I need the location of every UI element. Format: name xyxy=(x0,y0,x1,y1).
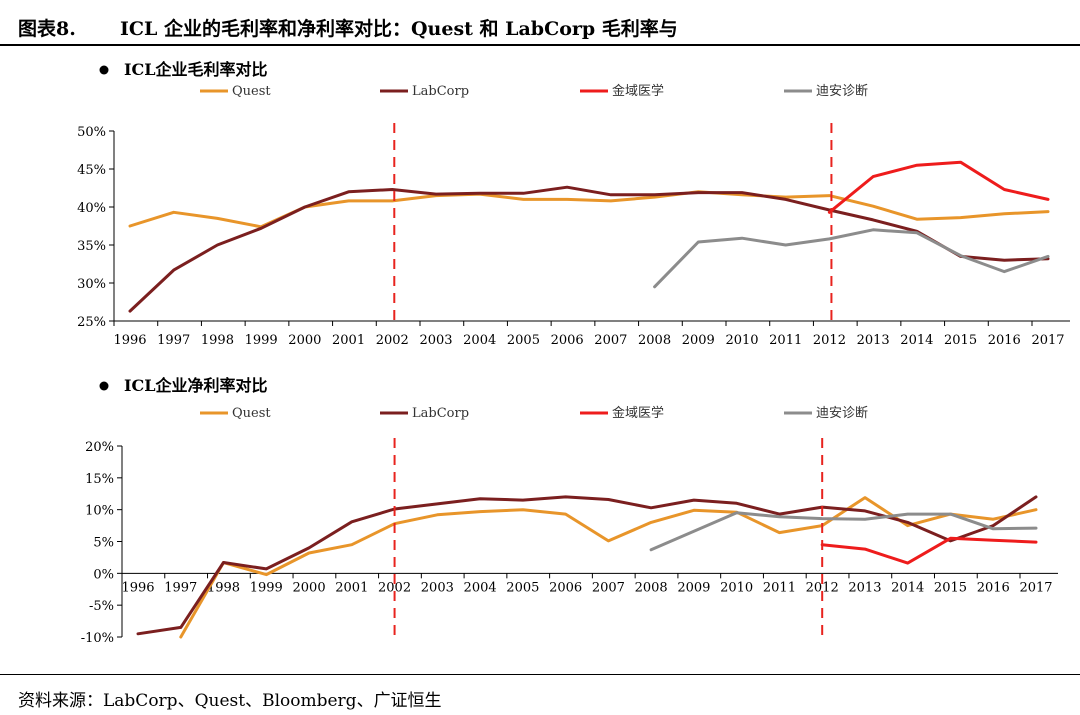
gross-margin-svg: ICL企业毛利率对比 Quest LabCorp 金域医学 迪安诊断 25% 30% 35% 4… xyxy=(77,60,1070,348)
x-tick-label: 1998 xyxy=(201,333,234,348)
legend-label-labcorp: LabCorp xyxy=(412,406,469,421)
y-tick-label: 50% xyxy=(77,125,106,140)
x-tick-label: 2000 xyxy=(288,333,321,348)
x-tick-label: 2006 xyxy=(551,333,584,348)
x-tick-label: 2009 xyxy=(677,580,710,595)
x-tick-label: 2001 xyxy=(335,580,368,595)
x-tick-label: 2015 xyxy=(944,333,977,348)
x-tick-label: 2009 xyxy=(682,333,715,348)
x-tick-label: 1996 xyxy=(113,333,146,348)
legend-label-labcorp: LabCorp xyxy=(412,84,469,99)
y-tick-label: 15% xyxy=(85,472,114,487)
source-prefix: 资料来源： xyxy=(18,691,103,711)
series-line-labcorp xyxy=(136,495,1038,636)
x-tick-label: 2005 xyxy=(507,333,540,348)
x-tick-label: 2011 xyxy=(763,580,796,595)
y-tick-label: 30% xyxy=(77,277,106,292)
y-tick-label: 10% xyxy=(85,504,114,519)
source-separator: 、 xyxy=(245,691,263,711)
legend-label-quest: Quest xyxy=(232,406,271,421)
x-tick-label: 2003 xyxy=(421,580,454,595)
legend-label-quest: Quest xyxy=(232,84,271,99)
series-line-labcorp xyxy=(128,185,1050,313)
y-tick-label: 25% xyxy=(77,315,106,330)
series-line-kingmed xyxy=(820,536,1038,565)
series-line-quest xyxy=(179,496,1038,639)
gross-margin-chart: ICL企业毛利率对比 Quest LabCorp 金域医学 迪安诊断 25% 30% 35% 4… xyxy=(0,52,1080,352)
x-tick-label: 2010 xyxy=(725,333,758,348)
x-tick-label: 2012 xyxy=(806,580,839,595)
footer-rule xyxy=(0,674,1080,675)
net-margin-chart: ICL企业净利率对比 Quest LabCorp 金域医学 迪安诊断 -10% -5% 0% 5… xyxy=(0,372,1080,662)
x-tick-label: 2016 xyxy=(988,333,1021,348)
x-tick-label: 2016 xyxy=(977,580,1010,595)
x-tick-label: 2013 xyxy=(857,333,890,348)
series-line-dian xyxy=(649,511,1038,552)
figure-header: 图表8. ICL 企业的毛利率和净利率对比：Quest 和 LabCorp 毛利… xyxy=(18,8,1078,44)
net-margin-svg: ICL企业净利率对比 Quest LabCorp 金域医学 迪安诊断 -10% -5% 0% 5… xyxy=(81,376,1058,646)
x-tick-label: 2015 xyxy=(934,580,967,595)
legend-label-dian: 迪安诊断 xyxy=(816,406,868,421)
source-separator: 、 xyxy=(177,691,195,711)
figure-label: 图表8. xyxy=(18,18,76,40)
legend-label-kingmed: 金域医学 xyxy=(612,405,664,421)
x-tick-label: 2008 xyxy=(635,580,668,595)
chart-title: ICL企业净利率对比 xyxy=(124,376,267,395)
chart-title: ICL企业毛利率对比 xyxy=(124,60,267,79)
source-item: Bloomberg xyxy=(262,691,357,711)
header-rule xyxy=(0,44,1080,46)
x-tick-label: 2004 xyxy=(464,580,497,595)
title-bullet-icon xyxy=(99,381,109,391)
y-tick-label: -5% xyxy=(89,599,114,614)
x-tick-label: 2002 xyxy=(376,333,409,348)
x-tick-label: 2013 xyxy=(848,580,881,595)
x-tick-label: 2001 xyxy=(332,333,365,348)
x-tick-label: 2007 xyxy=(594,333,627,348)
source-item: LabCorp xyxy=(103,691,178,711)
x-tick-label: 2005 xyxy=(506,580,539,595)
y-tick-label: 35% xyxy=(77,239,106,254)
y-tick-label: 40% xyxy=(77,201,106,216)
x-tick-label: 2014 xyxy=(900,333,933,348)
x-tick-label: 2007 xyxy=(592,580,625,595)
series-line-kingmed xyxy=(827,160,1050,214)
x-tick-label: 2003 xyxy=(419,333,452,348)
y-tick-label: 20% xyxy=(85,440,114,455)
source-separator: 、 xyxy=(356,691,374,711)
x-tick-label: 2017 xyxy=(1019,580,1052,595)
y-tick-label: 45% xyxy=(77,163,106,178)
legend-label-kingmed: 金域医学 xyxy=(612,83,664,99)
x-tick-label: 1996 xyxy=(121,580,154,595)
y-tick-label: 0% xyxy=(93,567,114,582)
source-note: 资料来源：LabCorp、Quest、Bloomberg、广证恒生 xyxy=(18,686,442,711)
x-tick-label: 1999 xyxy=(245,333,278,348)
x-tick-label: 2012 xyxy=(813,333,846,348)
x-tick-label: 2010 xyxy=(720,580,753,595)
x-tick-label: 2002 xyxy=(378,580,411,595)
source-item: 广证恒生 xyxy=(373,691,442,711)
x-tick-label: 1997 xyxy=(164,580,197,595)
title-bullet-icon xyxy=(99,65,109,75)
x-tick-label: 2004 xyxy=(463,333,496,348)
series-line-quest xyxy=(128,190,1050,229)
x-tick-label: 1997 xyxy=(157,333,190,348)
x-tick-label: 2011 xyxy=(769,333,802,348)
legend-label-dian: 迪安诊断 xyxy=(816,84,868,99)
x-tick-label: 2017 xyxy=(1031,333,1064,348)
source-item: Quest xyxy=(194,691,246,711)
x-tick-label: 1999 xyxy=(250,580,283,595)
x-tick-label: 2006 xyxy=(549,580,582,595)
x-tick-label: 2000 xyxy=(293,580,326,595)
series-line-dian xyxy=(653,228,1050,289)
figure-title: ICL 企业的毛利率和净利率对比：Quest 和 LabCorp 毛利率与 xyxy=(120,18,678,40)
y-tick-label: -10% xyxy=(81,631,114,646)
x-tick-label: 1998 xyxy=(207,580,240,595)
y-tick-label: 5% xyxy=(93,536,114,551)
x-tick-label: 2014 xyxy=(891,580,924,595)
x-tick-label: 2008 xyxy=(638,333,671,348)
